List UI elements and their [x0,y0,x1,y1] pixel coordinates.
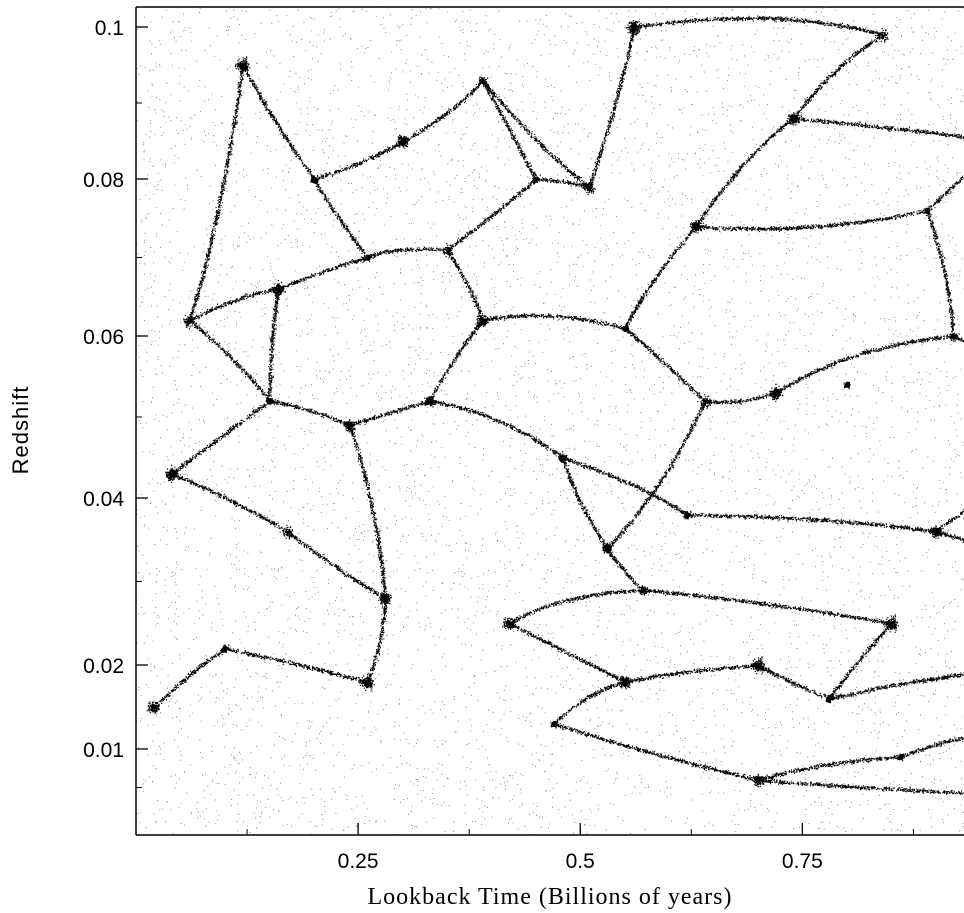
y-tick-label: 0.06 [83,326,124,349]
x-tick-label: 0.5 [566,850,595,873]
y-tick-label: 0.02 [83,655,124,678]
x-tick-label: 0.25 [338,850,379,873]
y-tick-label: 0.1 [95,17,124,40]
x-axis-title: Lookback Time (Billions of years) [368,884,733,910]
y-tick-label: 0.01 [83,739,124,762]
y-axis-title: Redshift [8,386,33,475]
y-tick-label: 0.04 [83,488,124,511]
x-tick-label: 0.75 [782,850,823,873]
y-tick-label: 0.08 [83,169,124,192]
